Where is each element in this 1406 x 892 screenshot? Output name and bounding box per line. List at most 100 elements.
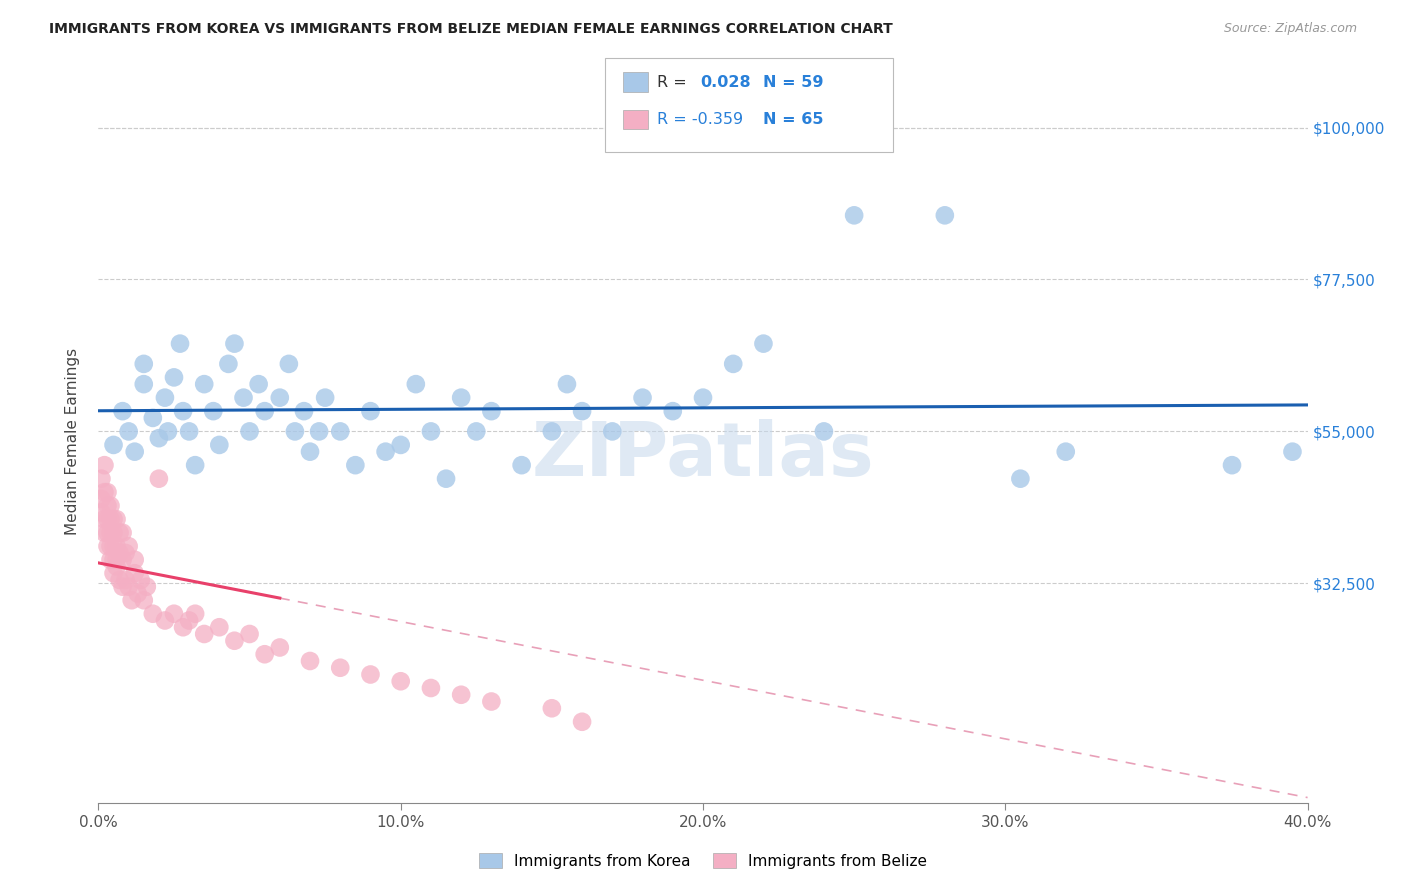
Point <box>114 573 136 587</box>
Point <box>100 539 122 553</box>
Point <box>103 438 125 452</box>
Point <box>129 573 152 587</box>
Point <box>153 614 176 628</box>
Point <box>93 458 115 472</box>
Point <box>93 512 115 526</box>
Point <box>93 485 115 500</box>
Point <box>374 444 396 458</box>
Text: 0.028: 0.028 <box>700 75 751 89</box>
Point <box>179 614 201 628</box>
Point <box>90 491 112 506</box>
Point <box>239 425 262 439</box>
Point <box>299 444 322 458</box>
Point <box>752 336 775 351</box>
Point <box>481 404 503 418</box>
Point <box>118 539 141 553</box>
Point <box>105 512 128 526</box>
Point <box>344 458 367 472</box>
Point <box>169 336 191 351</box>
Point <box>389 674 412 689</box>
Point <box>934 208 956 222</box>
Point <box>269 391 291 405</box>
Point <box>148 431 170 445</box>
Point <box>114 546 136 560</box>
Point <box>100 552 122 566</box>
Point <box>118 580 141 594</box>
Text: N = 59: N = 59 <box>763 75 824 89</box>
Point <box>127 586 149 600</box>
Point <box>253 647 276 661</box>
Point <box>124 444 146 458</box>
Point <box>142 411 165 425</box>
Point <box>172 404 194 418</box>
Point <box>179 425 201 439</box>
Point <box>100 512 122 526</box>
Point <box>239 627 262 641</box>
Point <box>450 391 472 405</box>
Point <box>661 404 683 418</box>
Point <box>121 593 143 607</box>
Point <box>555 377 578 392</box>
Point <box>124 552 146 566</box>
Text: Source: ZipAtlas.com: Source: ZipAtlas.com <box>1223 22 1357 36</box>
Point <box>103 539 125 553</box>
Point <box>118 425 141 439</box>
Point <box>96 485 118 500</box>
Text: R = -0.359: R = -0.359 <box>657 112 742 127</box>
Point <box>217 357 239 371</box>
Y-axis label: Median Female Earnings: Median Female Earnings <box>65 348 80 535</box>
Point <box>224 336 246 351</box>
Text: N = 65: N = 65 <box>763 112 824 127</box>
Point <box>142 607 165 621</box>
Point <box>224 633 246 648</box>
Point <box>108 546 131 560</box>
Point <box>96 512 118 526</box>
Text: IMMIGRANTS FROM KOREA VS IMMIGRANTS FROM BELIZE MEDIAN FEMALE EARNINGS CORRELATI: IMMIGRANTS FROM KOREA VS IMMIGRANTS FROM… <box>49 22 893 37</box>
Point <box>540 425 562 439</box>
Point <box>184 607 207 621</box>
Point <box>111 525 134 540</box>
Point <box>132 377 155 392</box>
Point <box>208 620 231 634</box>
Point <box>90 505 112 519</box>
Point <box>103 566 125 581</box>
Point <box>148 472 170 486</box>
Point <box>571 714 593 729</box>
Point <box>405 377 427 392</box>
Point <box>124 566 146 581</box>
Point <box>602 425 624 439</box>
Point <box>329 425 352 439</box>
Point <box>132 357 155 371</box>
Point <box>156 425 179 439</box>
Point <box>100 525 122 540</box>
Point <box>360 667 382 681</box>
Point <box>308 425 330 439</box>
Point <box>253 404 276 418</box>
Point <box>232 391 254 405</box>
Point <box>202 404 225 418</box>
Point <box>172 620 194 634</box>
Point <box>103 512 125 526</box>
Point <box>299 654 322 668</box>
Point <box>813 425 835 439</box>
Point <box>844 208 866 222</box>
Legend: Immigrants from Korea, Immigrants from Belize: Immigrants from Korea, Immigrants from B… <box>472 847 934 875</box>
Point <box>163 370 186 384</box>
Point <box>96 539 118 553</box>
Point <box>105 539 128 553</box>
Point <box>1054 444 1077 458</box>
Point <box>540 701 562 715</box>
Point <box>450 688 472 702</box>
Point <box>96 499 118 513</box>
Point <box>329 661 352 675</box>
Point <box>103 525 125 540</box>
Point <box>420 425 443 439</box>
Point <box>360 404 382 418</box>
Point <box>284 425 307 439</box>
Point <box>90 472 112 486</box>
Point <box>292 404 315 418</box>
Point <box>105 552 128 566</box>
Point <box>184 458 207 472</box>
Point <box>153 391 176 405</box>
Point <box>111 580 134 594</box>
